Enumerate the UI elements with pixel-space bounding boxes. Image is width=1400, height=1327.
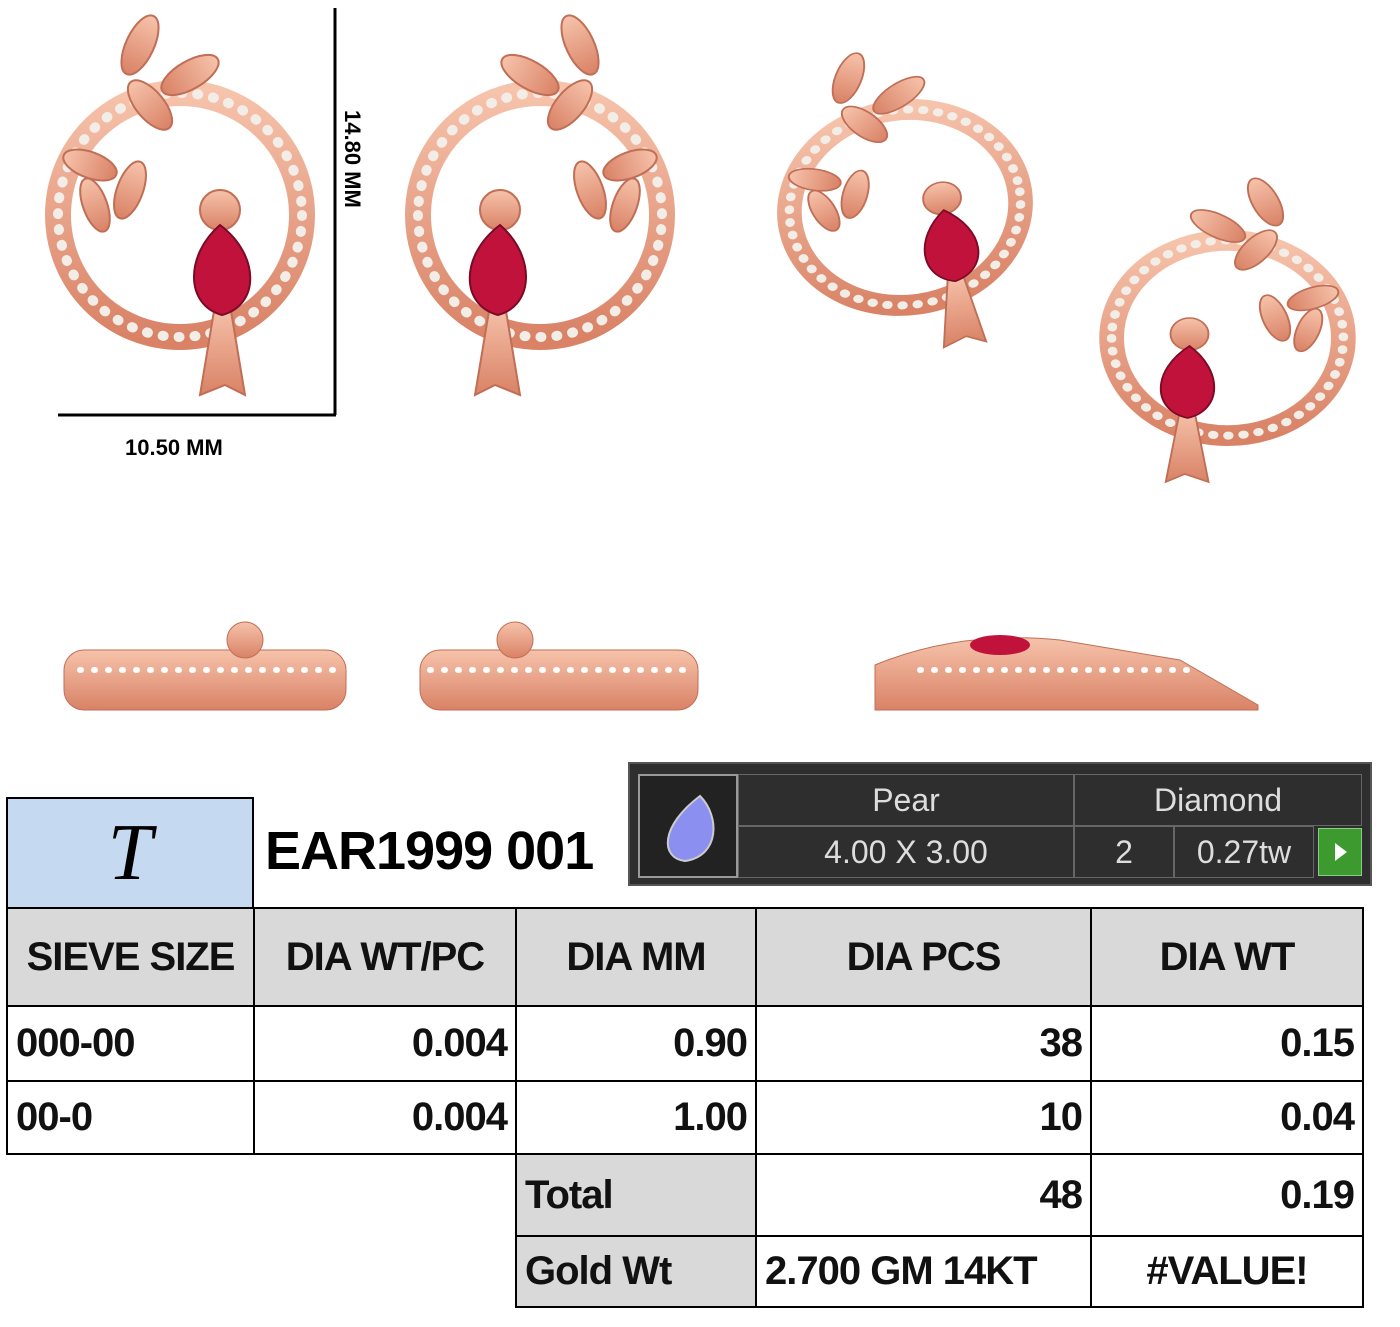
earring-front-mirrored xyxy=(418,10,662,395)
gold-label: Gold Wt xyxy=(515,1235,757,1308)
header-cell: DIA PCS xyxy=(755,907,1092,1007)
product-code: EAR1999 001 xyxy=(265,821,594,881)
header-cell: DIA WT xyxy=(1090,907,1364,1007)
table-cell: 38 xyxy=(755,1005,1092,1082)
table-cell: 1.00 xyxy=(515,1080,757,1155)
logo: T xyxy=(6,797,254,909)
gold-wt: #VALUE! xyxy=(1090,1235,1364,1308)
earring-front xyxy=(58,10,302,395)
next-button[interactable] xyxy=(1318,828,1362,876)
table-cell: 0.004 xyxy=(253,1080,517,1155)
stone-weight: 0.27tw xyxy=(1174,826,1314,878)
product-views: 14.80 MM 10.50 MM xyxy=(0,0,1400,711)
header-cell: SIEVE SIZE xyxy=(6,907,255,1007)
table-cell: 00-0 xyxy=(6,1080,255,1155)
total-wt: 0.19 xyxy=(1090,1153,1364,1237)
stone-panel: Pear Diamond 4.00 X 3.00 2 0.27tw xyxy=(628,762,1372,886)
table-cell: 0.004 xyxy=(253,1005,517,1082)
stone-shape: Pear xyxy=(738,774,1074,826)
earring-angled-2 xyxy=(1112,174,1344,482)
stone-icon xyxy=(638,774,738,878)
gold-value: 2.700 GM 14KT xyxy=(755,1235,1092,1308)
table-cell: 000-00 xyxy=(6,1005,255,1082)
header-cell: DIA MM xyxy=(515,907,757,1007)
header-cell: DIA WT/PC xyxy=(253,907,517,1007)
total-pcs: 48 xyxy=(755,1153,1092,1237)
side-views xyxy=(63,621,1259,711)
table-cell: 0.90 xyxy=(515,1005,757,1082)
table-cell: 0.04 xyxy=(1090,1080,1364,1155)
table-cell: 10 xyxy=(755,1080,1092,1155)
total-label: Total xyxy=(515,1153,757,1237)
table-cell: 0.15 xyxy=(1090,1005,1364,1082)
width-label: 10.50 MM xyxy=(125,435,223,460)
stone-count: 2 xyxy=(1074,826,1174,878)
height-label: 14.80 MM xyxy=(340,110,365,208)
stone-size: 4.00 X 3.00 xyxy=(738,826,1074,878)
earring-angled xyxy=(767,29,1039,366)
stone-type: Diamond xyxy=(1074,774,1362,826)
